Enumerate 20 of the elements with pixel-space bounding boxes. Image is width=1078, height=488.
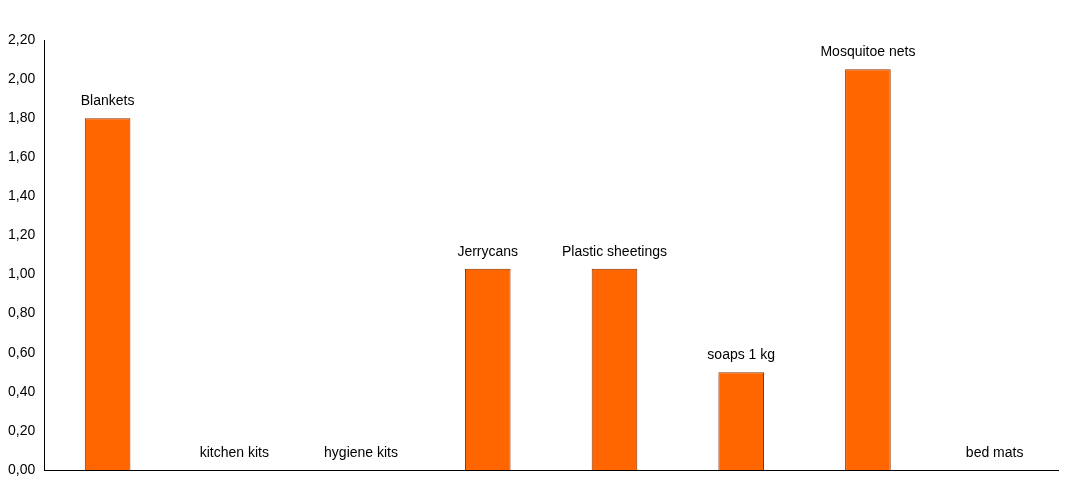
y-tick-label: 1,80 (8, 109, 36, 126)
y-tick-label: 1,40 (8, 187, 36, 204)
x-tick-label: bed mats (965, 443, 1024, 460)
x-tick-label: soaps 1 kg (707, 346, 776, 363)
y-tick-label: 1,00 (8, 265, 36, 282)
y-tick-label: 0,20 (8, 421, 36, 438)
x-tick-label: kitchen kits (199, 443, 269, 460)
x-tick-label: Jerrycans (457, 242, 519, 259)
y-tick-label: 0,40 (8, 382, 36, 399)
x-tick-label: Mosquitoe nets (820, 43, 916, 60)
y-tick-label: 2,20 (8, 30, 36, 47)
x-tick-label: Blankets (80, 92, 135, 109)
y-tick-label: 1,60 (8, 148, 36, 165)
y-tick-label: 2,00 (8, 69, 36, 86)
x-tick-label: Plastic sheetings (561, 242, 668, 259)
x-tick-label: hygiene kits (324, 443, 399, 460)
y-tick-label: 0,80 (8, 304, 36, 321)
y-tick-label: 1,20 (8, 226, 36, 243)
y-tick-label: 0,00 (8, 460, 36, 477)
y-tick-label: 0,60 (8, 343, 36, 360)
